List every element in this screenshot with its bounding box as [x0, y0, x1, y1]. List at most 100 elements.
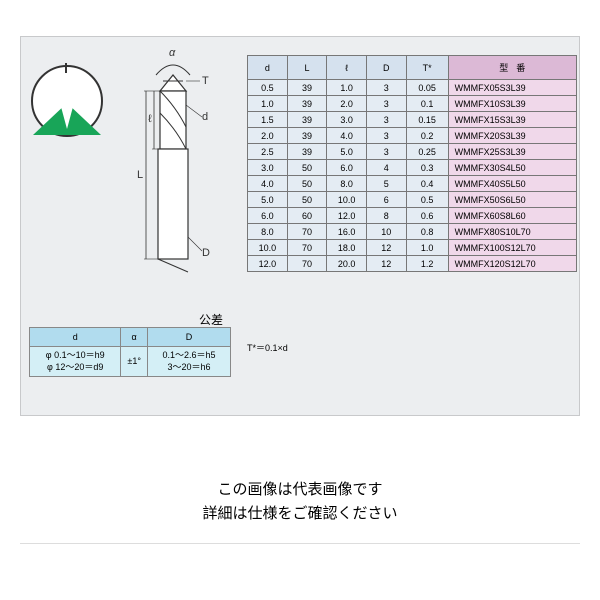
model-cell: WMMFX05S3L39 [448, 80, 576, 96]
spec-cell: 8 [366, 208, 406, 224]
spec-cell: 1.0 [406, 240, 448, 256]
spec-cell: 3.0 [248, 160, 288, 176]
spec-cell: 6.0 [248, 208, 288, 224]
model-cell: WMMFX30S4L50 [448, 160, 576, 176]
spec-header: D [366, 56, 406, 80]
spec-cell: 3 [366, 112, 406, 128]
tolerance-table: dαD φ 0.1～10＝h9φ 12～20＝d9 ±1° 0.1～2.6＝h5… [29, 327, 231, 377]
l-small-label: ℓ [148, 113, 152, 125]
spec-cell: 50 [287, 192, 327, 208]
tol-header: D [147, 328, 230, 347]
spec-cell: 50 [287, 160, 327, 176]
divider [20, 543, 580, 544]
spec-cell: 39 [287, 128, 327, 144]
model-cell: WMMFX60S8L60 [448, 208, 576, 224]
spec-cell: 3 [366, 80, 406, 96]
model-cell: WMMFX80S10L70 [448, 224, 576, 240]
table-row: 10.07018.0121.0WMMFX100S12L70 [248, 240, 577, 256]
table-row: 2.5395.030.25WMMFX25S3L39 [248, 144, 577, 160]
spec-cell: 3 [366, 128, 406, 144]
spec-header: d [248, 56, 288, 80]
spec-cell: 18.0 [327, 240, 367, 256]
spec-cell: 39 [287, 96, 327, 112]
spec-cell: 50 [287, 176, 327, 192]
tol-header: d [30, 328, 121, 347]
spec-cell: 5.0 [327, 144, 367, 160]
footnote: T*＝0.1×d [247, 341, 288, 354]
table-row: 1.0392.030.1WMMFX10S3L39 [248, 96, 577, 112]
model-cell: WMMFX120S12L70 [448, 256, 576, 272]
table-row: 3.0506.040.3WMMFX30S4L50 [248, 160, 577, 176]
table-row: 12.07020.0121.2WMMFX120S12L70 [248, 256, 577, 272]
spec-cell: 3 [366, 144, 406, 160]
spec-cell: 0.3 [406, 160, 448, 176]
t-label: T [202, 75, 209, 87]
spec-cell: 4 [366, 160, 406, 176]
spec-cell: 0.5 [406, 192, 448, 208]
spec-cell: 8.0 [248, 224, 288, 240]
table-row: 4.0508.050.4WMMFX40S5L50 [248, 176, 577, 192]
disclaimer-line2: 詳細は仕様をご確認ください [0, 502, 600, 526]
d-big-label: D [202, 247, 210, 259]
spec-cell: 16.0 [327, 224, 367, 240]
tol-D: 0.1～2.6＝h53～20＝h6 [147, 347, 230, 377]
v-notch-inner-icon [60, 103, 74, 129]
table-row: 5.05010.060.5WMMFX50S6L50 [248, 192, 577, 208]
spec-cell: 1.0 [327, 80, 367, 96]
spec-cell: 39 [287, 80, 327, 96]
tol-alpha: ±1° [121, 347, 148, 377]
d-label: d [202, 111, 208, 123]
spec-header: L [287, 56, 327, 80]
spec-header: ℓ [327, 56, 367, 80]
spec-cell: 70 [287, 256, 327, 272]
tol-d: φ 0.1～10＝h9φ 12～20＝d9 [30, 347, 121, 377]
spec-cell: 0.1 [406, 96, 448, 112]
spec-cell: 4.0 [248, 176, 288, 192]
spec-cell: 6.0 [327, 160, 367, 176]
table-row: 8.07016.0100.8WMMFX80S10L70 [248, 224, 577, 240]
spec-cell: 39 [287, 144, 327, 160]
spec-cell: 70 [287, 240, 327, 256]
spec-cell: 1.0 [248, 96, 288, 112]
spec-cell: 3 [366, 96, 406, 112]
model-cell: WMMFX25S3L39 [448, 144, 576, 160]
spec-cell: 12.0 [327, 208, 367, 224]
spec-cell: 4.0 [327, 128, 367, 144]
spec-cell: 12.0 [248, 256, 288, 272]
table-row: 1.5393.030.15WMMFX15S3L39 [248, 112, 577, 128]
model-cell: WMMFX100S12L70 [448, 240, 576, 256]
spec-cell: 12 [366, 240, 406, 256]
disclaimer-line1: この画像は代表画像です [0, 478, 600, 502]
disclaimer: この画像は代表画像です 詳細は仕様をご確認ください [0, 478, 600, 526]
spec-table: dLℓDT*型番 0.5391.030.05WMMFX05S3L391.0392… [247, 55, 577, 272]
tolerance-title: 公差 [199, 311, 223, 328]
spec-cell: 6 [366, 192, 406, 208]
spec-cell: 0.05 [406, 80, 448, 96]
spec-cell: 0.8 [406, 224, 448, 240]
spec-cell: 1.2 [406, 256, 448, 272]
model-cell: WMMFX10S3L39 [448, 96, 576, 112]
l-big-label: L [137, 169, 143, 181]
model-cell: WMMFX15S3L39 [448, 112, 576, 128]
spec-cell: 1.5 [248, 112, 288, 128]
spec-cell: 2.0 [327, 96, 367, 112]
spec-cell: 0.25 [406, 144, 448, 160]
spec-cell: 12 [366, 256, 406, 272]
spec-cell: 39 [287, 112, 327, 128]
spec-cell: 3.0 [327, 112, 367, 128]
spec-cell: 0.4 [406, 176, 448, 192]
spec-cell: 0.6 [406, 208, 448, 224]
spec-panel: α T d ℓ L D 公差 dαD φ 0.1～10＝h9φ 12～20＝d9… [20, 36, 580, 416]
spec-cell: 5.0 [248, 192, 288, 208]
model-cell: WMMFX50S6L50 [448, 192, 576, 208]
drill-diagram: α T d ℓ L D [136, 47, 236, 297]
spec-cell: 0.15 [406, 112, 448, 128]
tol-header: α [121, 328, 148, 347]
spec-cell: 5 [366, 176, 406, 192]
spec-cell: 10 [366, 224, 406, 240]
table-row: 0.5391.030.05WMMFX05S3L39 [248, 80, 577, 96]
model-cell: WMMFX40S5L50 [448, 176, 576, 192]
spec-cell: 10.0 [327, 192, 367, 208]
spec-cell: 20.0 [327, 256, 367, 272]
table-row: 2.0394.030.2WMMFX20S3L39 [248, 128, 577, 144]
